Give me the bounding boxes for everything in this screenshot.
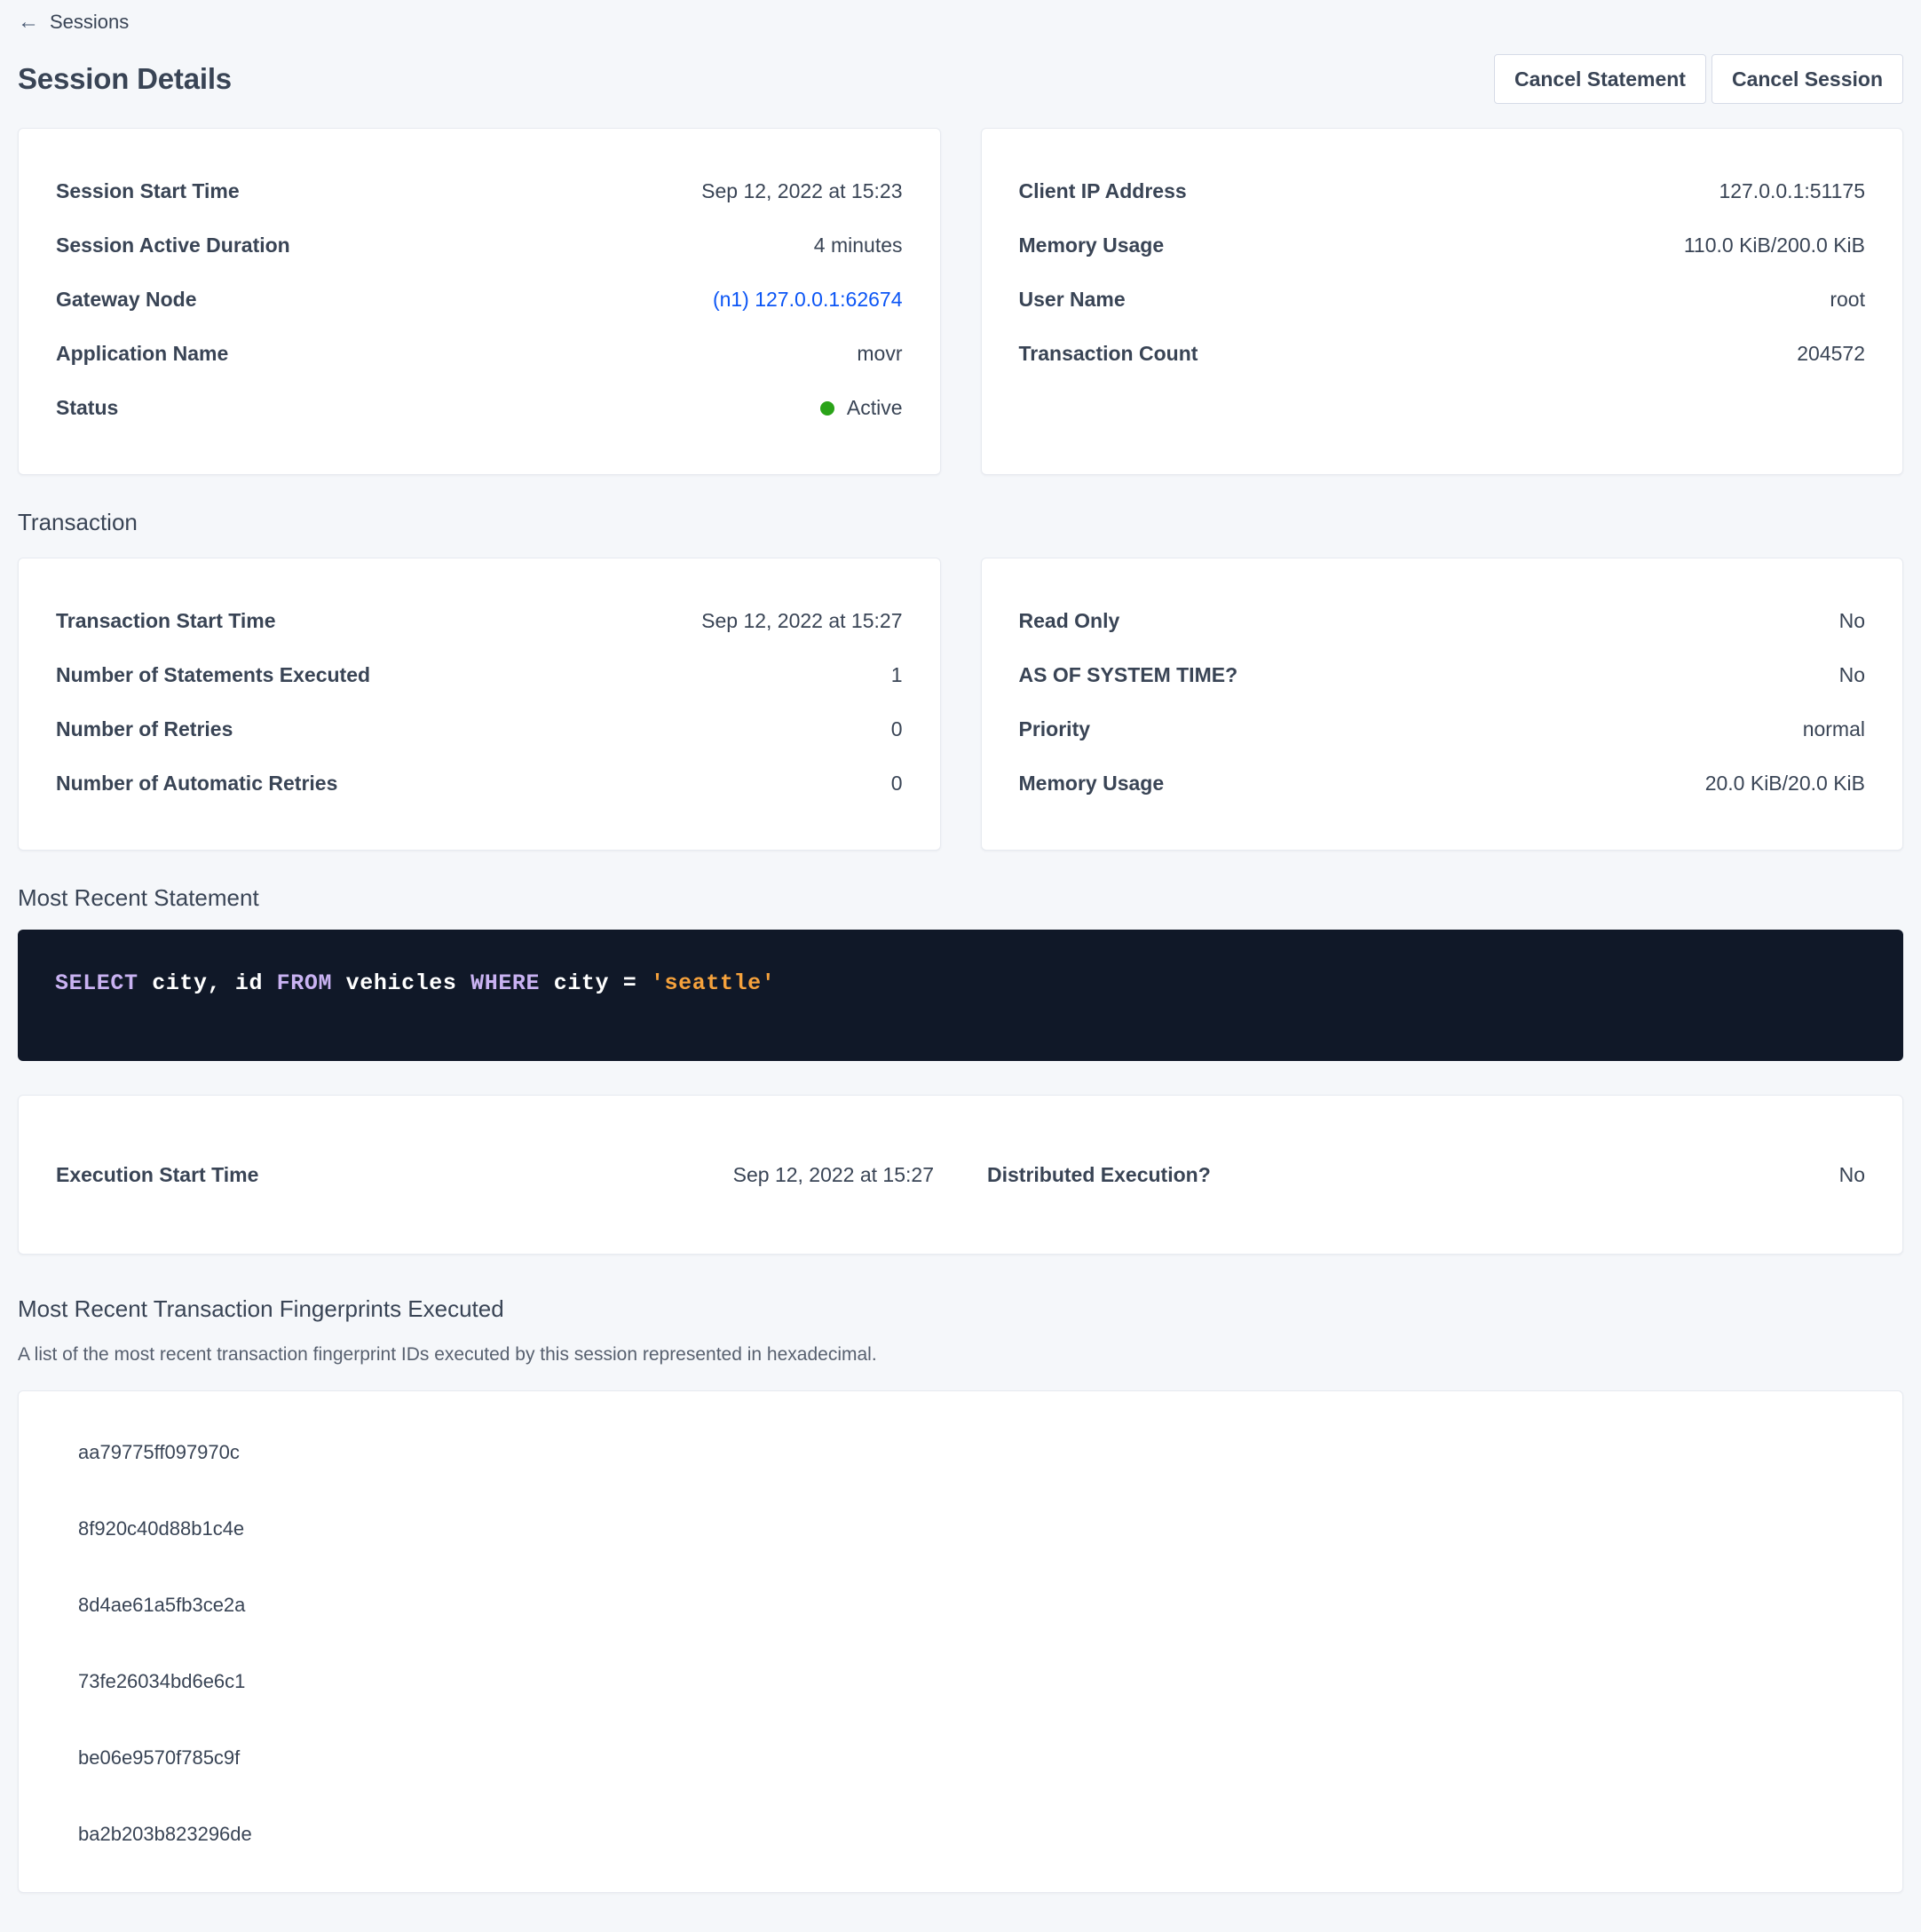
kv-value: No xyxy=(1838,609,1865,632)
sql-token-predicate: city = xyxy=(540,970,651,996)
statement-section-heading: Most Recent Statement xyxy=(18,884,259,911)
kv-value: root xyxy=(1830,288,1865,311)
fingerprints-list: aa79775ff097970c 8f920c40d88b1c4e 8d4ae6… xyxy=(19,1391,1902,1892)
session-card-right: Client IP Address 127.0.0.1:51175 Memory… xyxy=(980,128,1903,475)
cancel-statement-button[interactable]: Cancel Statement xyxy=(1493,54,1706,104)
fingerprints-card: aa79775ff097970c 8f920c40d88b1c4e 8d4ae6… xyxy=(18,1390,1903,1893)
status-badge: Active xyxy=(819,396,903,420)
kv-statements-executed: Number of Statements Executed 1 xyxy=(56,648,903,702)
kv-label: Client IP Address xyxy=(1018,179,1187,202)
kv-label: Execution Start Time xyxy=(56,1162,259,1186)
transaction-card-right: Read Only No AS OF SYSTEM TIME? No Prior… xyxy=(980,558,1903,851)
kv-transaction-count: Transaction Count 204572 xyxy=(1019,327,1866,381)
session-info-row: Session Start Time Sep 12, 2022 at 15:23… xyxy=(18,128,1903,475)
status-dot-icon xyxy=(819,400,834,416)
list-item[interactable]: ba2b203b823296de xyxy=(78,1823,252,1845)
sql-token-string-literal: 'seattle' xyxy=(650,970,776,996)
kv-automatic-retries: Number of Automatic Retries 0 xyxy=(56,756,903,811)
kv-value: 0 xyxy=(890,717,903,740)
kv-value: No xyxy=(1838,1162,1865,1186)
kv-label: Number of Retries xyxy=(56,717,233,740)
gateway-node-link[interactable]: (n1) 127.0.0.1:62674 xyxy=(712,288,903,311)
list-item[interactable]: 8d4ae61a5fb3ce2a xyxy=(78,1594,246,1616)
kv-label: Session Start Time xyxy=(56,179,240,202)
kv-memory-usage: Memory Usage 110.0 KiB/200.0 KiB xyxy=(1019,218,1866,273)
kv-distributed-execution: Distributed Execution? No xyxy=(987,1163,1865,1187)
list-item[interactable]: 73fe26034bd6e6c1 xyxy=(78,1670,246,1692)
kv-value: 0 xyxy=(890,772,903,795)
kv-session-active-duration: Session Active Duration 4 minutes xyxy=(56,218,903,273)
kv-client-ip-address: Client IP Address 127.0.0.1:51175 xyxy=(1019,164,1866,218)
kv-value: movr xyxy=(857,342,903,365)
kv-label: Number of Automatic Retries xyxy=(56,772,338,795)
kv-label: Read Only xyxy=(1018,609,1120,632)
kv-transaction-start-time: Transaction Start Time Sep 12, 2022 at 1… xyxy=(56,594,903,648)
kv-user-name: User Name root xyxy=(1019,273,1866,327)
page-header: Session Details Cancel Statement Cancel … xyxy=(18,51,1903,107)
kv-label: Transaction Count xyxy=(1018,342,1198,365)
arrow-left-icon: ← xyxy=(18,10,39,34)
kv-label: User Name xyxy=(1018,288,1126,311)
kv-value: Sep 12, 2022 at 15:27 xyxy=(732,1162,934,1186)
execution-card: Execution Start Time Sep 12, 2022 at 15:… xyxy=(18,1095,1903,1255)
fingerprints-description: A list of the most recent transaction fi… xyxy=(18,1344,877,1365)
kv-status: Status Active xyxy=(56,381,903,435)
kv-value: 4 minutes xyxy=(813,234,903,257)
list-item[interactable]: 8f920c40d88b1c4e xyxy=(78,1517,245,1540)
kv-execution-start-time: Execution Start Time Sep 12, 2022 at 15:… xyxy=(56,1163,987,1187)
kv-gateway-node: Gateway Node (n1) 127.0.0.1:62674 xyxy=(56,273,903,327)
breadcrumb-back-to-sessions[interactable]: ← Sessions xyxy=(18,0,129,36)
sql-statement-block: SELECT city, id FROM vehicles WHERE city… xyxy=(18,930,1903,1061)
page-title: Session Details xyxy=(18,62,232,95)
kv-session-start-time: Session Start Time Sep 12, 2022 at 15:23 xyxy=(56,164,903,218)
kv-label: Memory Usage xyxy=(1018,772,1165,795)
kv-value: normal xyxy=(1802,717,1865,740)
kv-read-only: Read Only No xyxy=(1019,594,1866,648)
sql-token-columns: city, id xyxy=(138,970,277,996)
transaction-info-row: Transaction Start Time Sep 12, 2022 at 1… xyxy=(18,558,1903,851)
kv-value: 110.0 KiB/200.0 KiB xyxy=(1683,234,1865,257)
kv-value: No xyxy=(1838,663,1865,686)
kv-value: 127.0.0.1:51175 xyxy=(1719,179,1865,202)
session-card-left: Session Start Time Sep 12, 2022 at 15:23… xyxy=(18,128,941,475)
kv-label: Distributed Execution? xyxy=(987,1162,1211,1186)
sql-statement-code: SELECT city, id FROM vehicles WHERE city… xyxy=(55,970,1903,996)
kv-label: Gateway Node xyxy=(56,288,197,311)
header-actions: Cancel Statement Cancel Session xyxy=(1493,54,1903,104)
kv-value: 20.0 KiB/20.0 KiB xyxy=(1704,772,1865,795)
status-label: Active xyxy=(846,396,903,419)
kv-label: Priority xyxy=(1018,717,1091,740)
list-item[interactable]: be06e9570f785c9f xyxy=(78,1746,241,1769)
sql-token-select: SELECT xyxy=(55,970,138,996)
transaction-card-left: Transaction Start Time Sep 12, 2022 at 1… xyxy=(18,558,941,851)
kv-value: Sep 12, 2022 at 15:23 xyxy=(701,179,903,202)
breadcrumb-label: Sessions xyxy=(50,11,130,33)
kv-label: Number of Statements Executed xyxy=(56,663,371,686)
sql-token-from: FROM xyxy=(276,970,333,996)
kv-value: 1 xyxy=(890,663,903,686)
sql-token-where: WHERE xyxy=(470,970,541,996)
kv-label: AS OF SYSTEM TIME? xyxy=(1018,663,1238,686)
list-item[interactable]: aa79775ff097970c xyxy=(78,1441,240,1463)
fingerprints-section-heading: Most Recent Transaction Fingerprints Exe… xyxy=(18,1295,504,1322)
kv-as-of-system-time: AS OF SYSTEM TIME? No xyxy=(1019,648,1866,702)
transaction-section-heading: Transaction xyxy=(18,509,138,535)
sql-token-table: vehicles xyxy=(332,970,471,996)
kv-application-name: Application Name movr xyxy=(56,327,903,381)
kv-label: Status xyxy=(56,396,119,419)
kv-transaction-memory-usage: Memory Usage 20.0 KiB/20.0 KiB xyxy=(1019,756,1866,811)
kv-number-of-retries: Number of Retries 0 xyxy=(56,702,903,756)
kv-label: Session Active Duration xyxy=(56,234,290,257)
kv-priority: Priority normal xyxy=(1019,702,1866,756)
cancel-session-button[interactable]: Cancel Session xyxy=(1711,54,1903,104)
kv-label: Memory Usage xyxy=(1018,234,1165,257)
kv-value: Sep 12, 2022 at 15:27 xyxy=(701,609,903,632)
kv-label: Application Name xyxy=(56,342,229,365)
kv-value: 204572 xyxy=(1797,342,1865,365)
kv-label: Transaction Start Time xyxy=(56,609,276,632)
